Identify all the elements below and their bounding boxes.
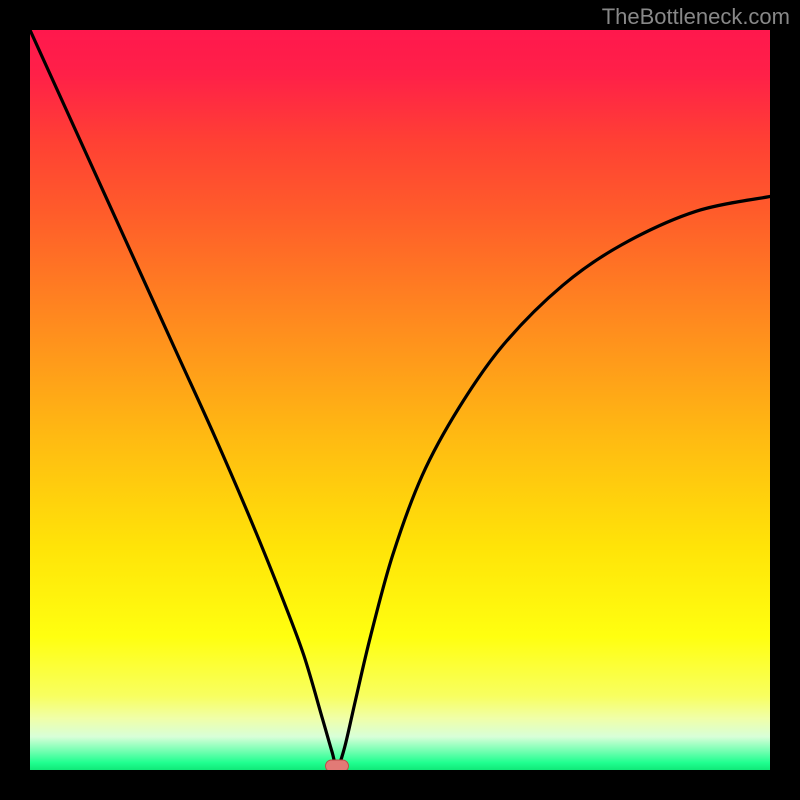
minimum-marker [325, 759, 349, 770]
plot-area [30, 30, 770, 770]
chart-container: TheBottleneck.com [0, 0, 800, 800]
curve-layer [30, 30, 770, 770]
bottleneck-curve [30, 30, 770, 767]
watermark-text: TheBottleneck.com [602, 4, 790, 30]
